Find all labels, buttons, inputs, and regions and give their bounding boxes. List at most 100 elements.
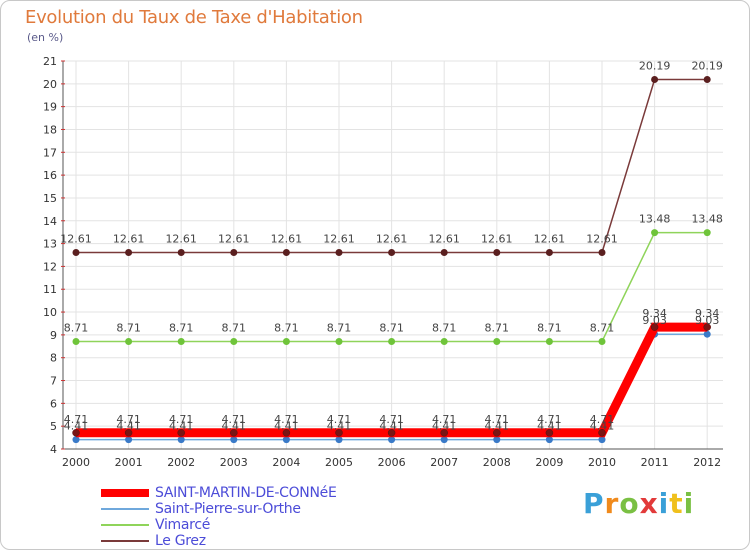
data-label: 4.41 <box>537 420 562 433</box>
data-label: 12.61 <box>271 232 303 245</box>
data-point <box>177 436 185 444</box>
y-tick-label: 10 <box>43 306 57 319</box>
data-point <box>282 429 291 437</box>
legend-label: Le Grez <box>155 533 206 549</box>
data-point <box>440 429 448 437</box>
legend-item-vimarce[interactable]: Vimarcé <box>101 517 337 533</box>
data-label: 12.61 <box>218 232 250 245</box>
data-point <box>388 436 396 444</box>
data-label: 4.71 <box>64 413 89 426</box>
data-point <box>335 436 343 444</box>
x-tick-label: 2000 <box>62 456 90 469</box>
y-tick-label: 8 <box>50 352 57 365</box>
data-label: 8.71 <box>590 322 615 335</box>
data-point <box>598 338 606 346</box>
data-point <box>387 429 396 437</box>
data-point <box>493 338 501 346</box>
data-label: 12.61 <box>534 232 566 245</box>
data-label: 13.48 <box>639 213 671 226</box>
legend-label: Vimarcé <box>155 517 211 533</box>
data-label: 8.71 <box>64 322 89 335</box>
data-label: 4.71 <box>327 413 352 426</box>
data-label: 4.41 <box>116 420 141 433</box>
data-label: 4.41 <box>327 420 352 433</box>
data-point <box>440 248 448 256</box>
data-point <box>493 429 501 437</box>
data-label: 4.71 <box>379 413 404 426</box>
data-label: 8.71 <box>379 322 404 335</box>
legend-item-saint-martin[interactable]: SAINT-MARTIN-DE-CONNéE <box>101 485 337 501</box>
x-tick-label: 2009 <box>535 456 563 469</box>
data-label-layer: 4.71 4.71 4.71 4.71 4.71 4.71 4.71 4.71 4.71 4.71… <box>60 59 723 432</box>
data-point <box>125 338 133 346</box>
legend-item-saint-pierre[interactable]: Saint-Pierre-sur-Orthe <box>101 501 337 517</box>
data-label: 4.41 <box>222 420 247 433</box>
data-label: 4.71 <box>485 413 510 426</box>
data-label: 12.61 <box>60 232 92 245</box>
y-tick-label: 14 <box>43 215 57 228</box>
y-tick-label: 18 <box>43 123 57 136</box>
x-tick-label: 2007 <box>430 456 458 469</box>
data-label: 4.41 <box>64 420 89 433</box>
data-point <box>440 338 448 346</box>
data-point <box>598 248 606 256</box>
data-point <box>651 75 659 83</box>
data-point <box>545 338 553 346</box>
data-point <box>125 248 133 256</box>
logo-letter: o <box>619 487 640 520</box>
y-tick-label: 15 <box>43 192 57 205</box>
data-label: 9.34 <box>695 307 720 320</box>
y-axis-unit-label: (en %) <box>27 31 64 44</box>
data-label: 4.71 <box>169 413 194 426</box>
x-tick-label: 2002 <box>167 456 195 469</box>
y-tick-label: 6 <box>50 397 57 410</box>
y-tick-label: 12 <box>43 260 57 273</box>
data-label: 4.41 <box>274 420 299 433</box>
data-label: 4.71 <box>116 413 141 426</box>
legend-item-le-grez[interactable]: Le Grez <box>101 533 337 549</box>
data-label: 9.03 <box>695 314 720 327</box>
data-label: 8.71 <box>537 322 562 335</box>
data-point <box>703 330 711 338</box>
legend-swatch-saint-pierre <box>101 508 149 510</box>
data-label: 8.71 <box>432 322 457 335</box>
data-point <box>388 338 396 346</box>
data-point <box>545 436 553 444</box>
data-point <box>72 429 80 437</box>
data-label: 9.03 <box>642 314 667 327</box>
y-tick-label: 16 <box>43 169 57 182</box>
x-tick-label: 2011 <box>641 456 669 469</box>
x-tick-label: 2010 <box>588 456 616 469</box>
logo-letter: x <box>639 487 659 520</box>
data-label: 8.71 <box>327 322 352 335</box>
y-tick-label: 4 <box>50 443 57 456</box>
x-tick-label: 2004 <box>272 456 300 469</box>
axis-layer: 4 5 6 7 8 9 10 11 12 13 14 15 16 17 18 19 20 21 2000 2001 20… <box>43 55 723 469</box>
data-label: 20.19 <box>639 59 671 72</box>
data-point <box>282 338 290 346</box>
data-point <box>177 429 185 437</box>
data-point <box>440 436 448 444</box>
data-label: 8.71 <box>222 322 247 335</box>
data-label: 20.19 <box>691 59 723 72</box>
data-label: 9.34 <box>642 307 667 320</box>
data-point <box>177 338 185 346</box>
y-tick-label: 5 <box>50 420 57 433</box>
logo-letter: i <box>683 487 695 520</box>
data-point <box>388 248 396 256</box>
data-point <box>335 429 343 437</box>
data-label: 4.71 <box>590 413 615 426</box>
data-point <box>703 75 711 83</box>
data-point <box>230 436 238 444</box>
y-tick-label: 11 <box>43 283 57 296</box>
data-point <box>230 338 238 346</box>
data-point <box>598 429 606 437</box>
data-point <box>703 323 711 331</box>
data-label: 4.41 <box>379 420 404 433</box>
data-label: 8.71 <box>169 322 194 335</box>
data-point <box>335 248 343 256</box>
data-point <box>230 429 238 437</box>
data-label: 13.48 <box>691 213 723 226</box>
logo-letter: i <box>658 487 670 520</box>
legend: SAINT-MARTIN-DE-CONNéE Saint-Pierre-sur-… <box>101 485 337 549</box>
